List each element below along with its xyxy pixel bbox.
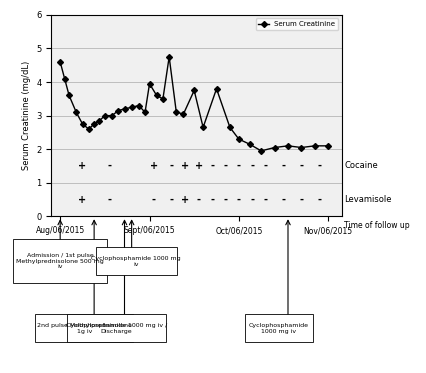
- Text: -: -: [236, 195, 240, 204]
- Serum Creatinine: [166, 55, 171, 59]
- Text: -: -: [250, 195, 253, 204]
- Text: Cyclophosphamide 1000 mg iv /
Discharge: Cyclophosphamide 1000 mg iv / Discharge: [66, 323, 167, 333]
- Text: -: -: [299, 195, 303, 204]
- Text: -: -: [236, 161, 240, 171]
- Serum Creatinine: [115, 109, 121, 113]
- Serum Creatinine: [181, 112, 186, 116]
- Text: -: -: [281, 161, 285, 171]
- Text: +: +: [78, 195, 86, 204]
- Y-axis label: Serum Creatinine (mg/dL): Serum Creatinine (mg/dL): [22, 61, 31, 170]
- Text: 2nd pulse Methylprednisolone
1g iv: 2nd pulse Methylprednisolone 1g iv: [37, 323, 132, 333]
- Text: +: +: [181, 195, 189, 204]
- Text: -: -: [250, 161, 253, 171]
- Text: +: +: [78, 161, 86, 171]
- Serum Creatinine: [173, 110, 178, 115]
- Text: -: -: [107, 195, 111, 204]
- Serum Creatinine: [147, 82, 152, 86]
- Serum Creatinine: [97, 119, 102, 123]
- Serum Creatinine: [160, 97, 165, 101]
- Serum Creatinine: [285, 144, 290, 148]
- Text: -: -: [299, 161, 303, 171]
- Text: Cyclophosphamide
1000 mg iv: Cyclophosphamide 1000 mg iv: [248, 323, 308, 333]
- Text: -: -: [210, 195, 213, 204]
- Text: -: -: [196, 195, 200, 204]
- Serum Creatinine: [325, 144, 330, 148]
- Serum Creatinine: [58, 60, 63, 64]
- Text: -: -: [281, 195, 285, 204]
- Serum Creatinine: [80, 122, 85, 126]
- Text: -: -: [263, 195, 267, 204]
- Text: -: -: [263, 161, 267, 171]
- Serum Creatinine: [86, 127, 91, 131]
- Text: -: -: [317, 195, 320, 204]
- Serum Creatinine: [109, 113, 114, 118]
- Serum Creatinine: [91, 122, 96, 126]
- Text: +: +: [194, 161, 202, 171]
- Serum Creatinine: [136, 103, 141, 108]
- Serum Creatinine: [213, 87, 219, 91]
- Serum Creatinine: [311, 144, 317, 148]
- Text: -: -: [152, 195, 155, 204]
- Text: Levamisole: Levamisole: [343, 195, 391, 204]
- Serum Creatinine: [142, 110, 147, 115]
- Serum Creatinine: [227, 125, 232, 130]
- Serum Creatinine: [122, 107, 127, 111]
- Serum Creatinine: [246, 142, 251, 147]
- Serum Creatinine: [200, 125, 205, 130]
- Text: -: -: [210, 161, 213, 171]
- Serum Creatinine: [298, 145, 303, 150]
- Serum Creatinine: [258, 149, 263, 153]
- Text: +: +: [150, 161, 158, 171]
- Text: -: -: [317, 161, 320, 171]
- Text: -: -: [107, 161, 111, 171]
- Serum Creatinine: [236, 137, 241, 141]
- Text: -: -: [223, 161, 227, 171]
- Legend: Serum Creatinine: Serum Creatinine: [255, 18, 337, 30]
- Text: -: -: [170, 161, 173, 171]
- Text: -: -: [170, 195, 173, 204]
- Serum Creatinine: [102, 113, 107, 118]
- Serum Creatinine: [74, 110, 79, 115]
- Line: Serum Creatinine: Serum Creatinine: [58, 55, 329, 153]
- Serum Creatinine: [66, 93, 72, 98]
- Text: Cocaine: Cocaine: [343, 162, 377, 170]
- Text: Admission / 1st pulse
Methylprednisolone 500 mg
iv: Admission / 1st pulse Methylprednisolone…: [16, 253, 104, 269]
- Serum Creatinine: [154, 93, 159, 98]
- Text: Cyclophosphamide 1000 mg
iv: Cyclophosphamide 1000 mg iv: [91, 256, 181, 266]
- Serum Creatinine: [271, 145, 276, 150]
- Text: Time of follow up: Time of follow up: [343, 221, 409, 231]
- Text: +: +: [181, 161, 189, 171]
- Serum Creatinine: [62, 76, 67, 81]
- Serum Creatinine: [191, 88, 196, 93]
- Text: -: -: [223, 195, 227, 204]
- Serum Creatinine: [129, 105, 134, 110]
